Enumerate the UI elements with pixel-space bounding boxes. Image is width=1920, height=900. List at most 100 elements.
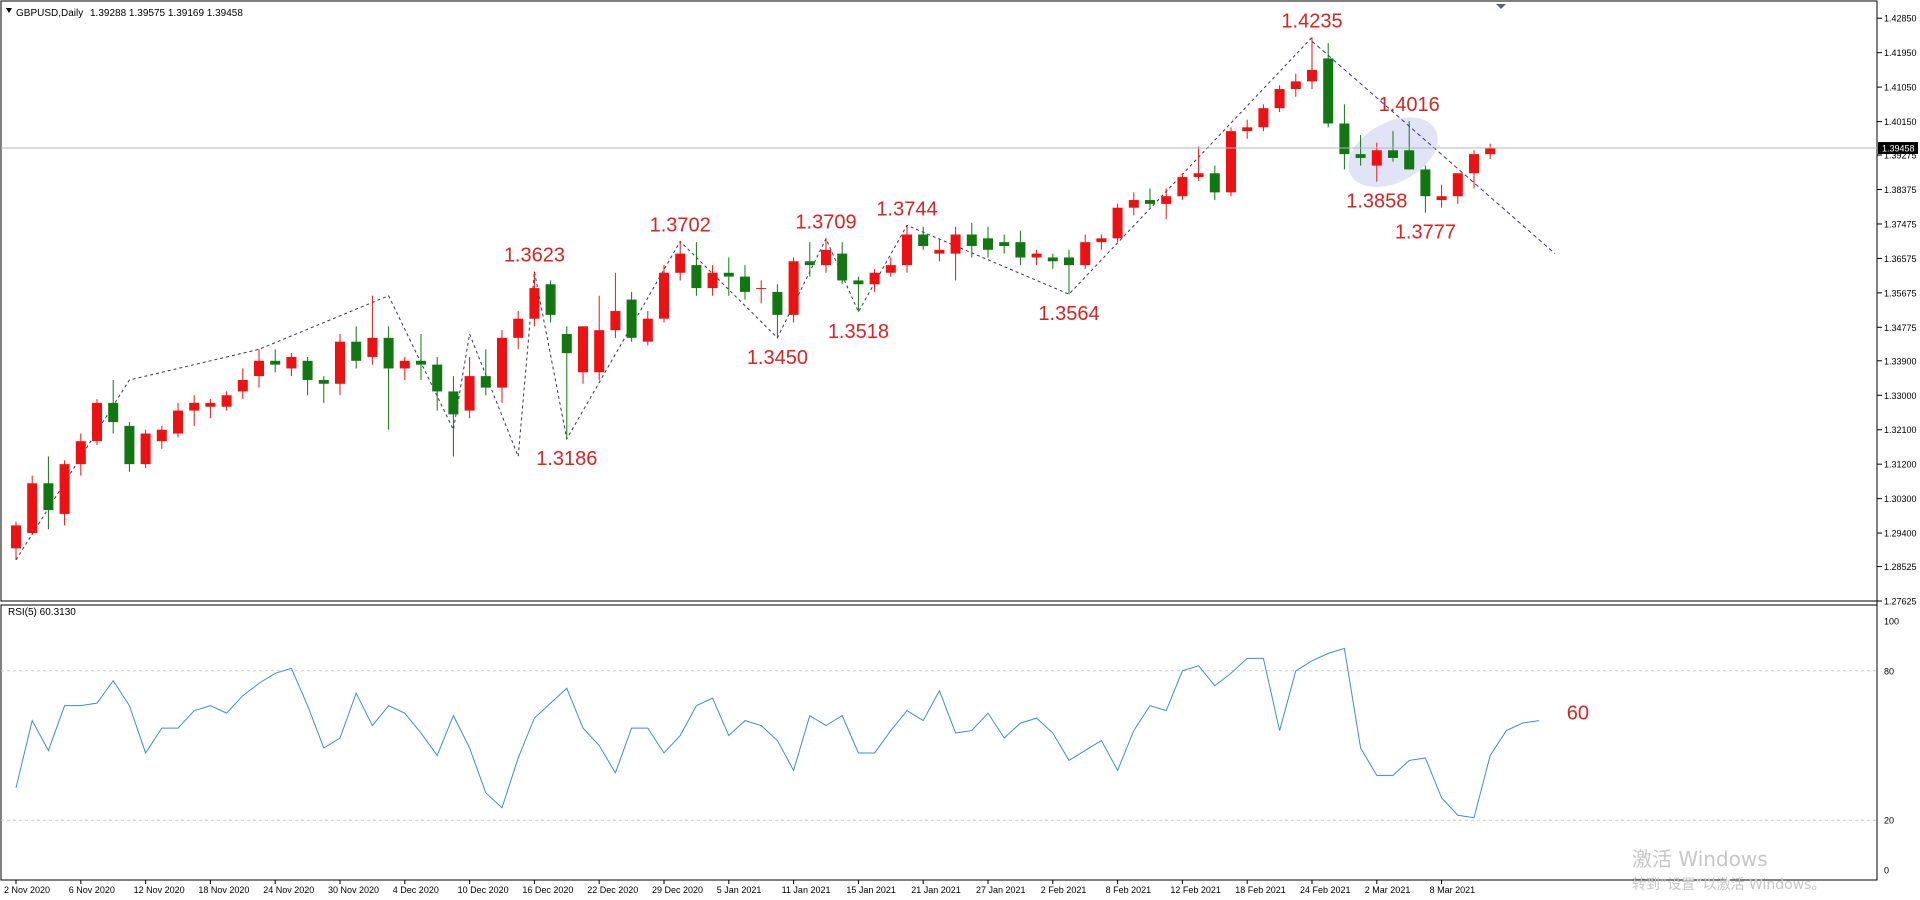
price-tick-label: 1.30300 xyxy=(1884,494,1917,504)
candle xyxy=(1436,184,1447,208)
candle xyxy=(983,226,993,258)
price-level-annotation: 1.3709 xyxy=(795,212,856,234)
candle xyxy=(561,326,572,439)
candle-body xyxy=(1323,58,1334,124)
candle xyxy=(205,399,216,419)
candle xyxy=(464,356,475,419)
candle xyxy=(351,326,362,369)
candle xyxy=(1339,104,1350,170)
candle xyxy=(318,376,329,403)
candle-body xyxy=(1355,154,1366,158)
time-tick-label: 24 Nov 2020 xyxy=(263,885,314,895)
time-tick-label: 18 Nov 2020 xyxy=(198,885,249,895)
candle-body xyxy=(999,242,1010,246)
candle-body xyxy=(610,311,621,331)
candle xyxy=(529,271,540,327)
time-tick-label: 11 Jan 2021 xyxy=(782,885,831,895)
candle xyxy=(1258,104,1269,132)
price-level-annotation: 1.3744 xyxy=(876,198,937,220)
candle-body xyxy=(302,360,313,380)
candle xyxy=(1355,134,1366,166)
candle-body xyxy=(723,272,734,277)
price-tick-label: 1.40150 xyxy=(1884,117,1917,127)
time-tick-label: 4 Dec 2020 xyxy=(393,885,439,895)
candle-body xyxy=(59,464,70,514)
candle xyxy=(383,326,394,430)
candle-body xyxy=(1404,150,1415,170)
time-tick-label: 12 Nov 2020 xyxy=(134,885,185,895)
candle-body xyxy=(788,261,799,315)
price-tick-label: 1.27625 xyxy=(1884,597,1917,607)
candle-body xyxy=(885,265,896,273)
triangle-down-icon[interactable] xyxy=(6,8,12,13)
trendline[interactable] xyxy=(1311,40,1556,255)
candle-body xyxy=(1274,89,1285,109)
candle-body xyxy=(934,249,945,254)
price-tick-label: 1.41950 xyxy=(1884,48,1917,58)
candle xyxy=(837,242,848,285)
price-level-annotation: 1.3623 xyxy=(504,245,565,267)
candle xyxy=(772,284,783,338)
candle-body xyxy=(756,288,767,290)
current-price-label: 1.39458 xyxy=(1882,144,1915,154)
price-level-annotation: 1.3777 xyxy=(1395,222,1456,244)
candle-body xyxy=(642,318,653,342)
candle-body xyxy=(399,360,410,369)
candle xyxy=(1209,165,1220,201)
candle-body xyxy=(594,330,605,373)
main-pane-frame xyxy=(0,0,1878,602)
candle-body xyxy=(966,234,977,246)
candle-body xyxy=(513,318,524,338)
candle xyxy=(416,334,426,380)
candle xyxy=(75,433,86,476)
candle-body xyxy=(237,379,248,392)
candle xyxy=(108,379,119,434)
candle-body xyxy=(367,337,378,357)
candle xyxy=(221,391,232,411)
candle-body xyxy=(529,288,540,319)
time-tick-label: 12 Feb 2021 xyxy=(1170,885,1221,895)
candle-body xyxy=(545,284,556,315)
price-level-annotation: 1.3186 xyxy=(536,448,597,470)
time-tick-label: 6 Nov 2020 xyxy=(69,885,115,895)
price-level-annotation: 1.3858 xyxy=(1346,191,1407,213)
rsi-tick-label: 0 xyxy=(1884,866,1889,876)
candle-body xyxy=(1339,123,1350,155)
price-tick-label: 1.32100 xyxy=(1884,425,1917,435)
candle xyxy=(723,257,734,296)
candle xyxy=(1242,119,1253,139)
candle-body xyxy=(221,395,232,407)
candle-body xyxy=(108,402,119,423)
price-tick-label: 1.29400 xyxy=(1884,529,1917,539)
watermark-line1: 激活 Windows xyxy=(1632,847,1768,871)
price-tick-label: 1.33000 xyxy=(1884,391,1917,401)
candle-body xyxy=(351,341,362,361)
candle-body xyxy=(1226,131,1236,193)
chart-shift-marker-icon[interactable] xyxy=(1496,4,1506,9)
candle xyxy=(594,295,605,380)
candle-body xyxy=(1031,253,1042,258)
candle xyxy=(902,225,912,273)
candle xyxy=(1274,85,1285,113)
time-tick-label: 22 Dec 2020 xyxy=(587,885,638,895)
price-level-annotation: 1.4016 xyxy=(1379,94,1440,116)
candle-body xyxy=(1193,173,1204,178)
time-tick-label: 18 Feb 2021 xyxy=(1235,885,1286,895)
current-price-badge xyxy=(1878,142,1918,155)
candle xyxy=(642,311,653,346)
candle-body xyxy=(92,402,102,442)
rsi-tick-label: 100 xyxy=(1884,617,1899,627)
candle xyxy=(270,349,281,373)
watermark-line2: 转到“设置”以激活 Windows。 xyxy=(1632,876,1825,893)
candle xyxy=(885,257,896,277)
time-tick-label: 15 Jan 2021 xyxy=(846,885,896,895)
candle-body xyxy=(804,261,815,266)
candle xyxy=(286,353,297,377)
candle-body xyxy=(740,276,750,292)
candle-body xyxy=(1096,238,1107,243)
candle xyxy=(999,234,1010,254)
price-level-annotation: 1.3702 xyxy=(650,214,711,236)
price-level-annotation: 1.3564 xyxy=(1038,303,1099,325)
candle xyxy=(432,356,443,411)
